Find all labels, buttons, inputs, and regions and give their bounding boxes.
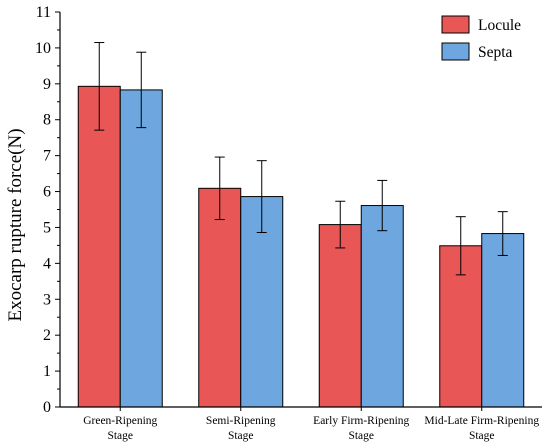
bar-locule-0	[77, 85, 121, 408]
x-category-labels: Green-Ripening Stage Semi-Ripening Stage Ear…	[83, 407, 539, 442]
y-tick-label-2: 2	[43, 327, 51, 344]
y-tick-label-1: 1	[43, 363, 51, 380]
bar-septa-0	[119, 89, 163, 408]
x-category-label-2-line-1: Stage	[348, 430, 374, 442]
bar-locule-1	[198, 187, 242, 408]
bars-layer	[77, 85, 525, 408]
error-bar-locule-2	[335, 200, 346, 249]
y-tick-label-3: 3	[43, 291, 51, 308]
y-tick-label-9: 9	[43, 76, 51, 93]
error-bar-septa-0	[136, 51, 147, 129]
legend-label-septa: Septa	[478, 44, 513, 61]
x-category-label-1-line-0: Semi-Ripening	[206, 415, 276, 427]
y-ticks-layer: 0 1 2 3 4 5 6 7 8 9 10 11	[35, 4, 60, 416]
error-bars-layer	[94, 42, 508, 276]
y-tick-label-7: 7	[43, 148, 51, 165]
error-bar-septa-2	[377, 179, 388, 232]
x-category-label-2-line-0: Early Firm-Ripening	[313, 415, 409, 427]
bar-septa-3	[481, 233, 525, 408]
y-tick-label-4: 4	[43, 255, 51, 272]
y-axis-title: Exocarp rupture force(N)	[5, 128, 26, 321]
error-bar-locule-1	[214, 156, 225, 221]
y-tick-label-5: 5	[43, 219, 51, 236]
legend-swatch-septa	[441, 42, 470, 61]
error-bar-locule-0	[94, 42, 105, 131]
y-tick-label-10: 10	[35, 40, 51, 57]
y-tick-label-6: 6	[43, 184, 51, 201]
error-bar-septa-3	[497, 211, 508, 256]
x-category-label-0-line-0: Green-Ripening	[83, 415, 157, 427]
bar-locule-2	[318, 224, 362, 408]
error-bar-septa-1	[256, 160, 267, 233]
y-tick-label-8: 8	[43, 112, 51, 129]
legend-swatch-locule	[441, 15, 470, 34]
legend-label-locule: Locule	[478, 17, 521, 34]
y-tick-label-0: 0	[43, 399, 51, 416]
legend: Locule Septa	[441, 15, 521, 61]
y-tick-label-11: 11	[36, 4, 51, 21]
x-category-label-3-line-0: Mid-Late Firm-Ripening	[424, 415, 539, 427]
error-bar-locule-3	[455, 216, 466, 276]
x-category-label-0-line-1: Stage	[107, 430, 133, 442]
x-category-label-1-line-1: Stage	[228, 430, 254, 442]
bar-septa-2	[360, 205, 404, 408]
x-category-label-3-line-1: Stage	[469, 430, 495, 442]
